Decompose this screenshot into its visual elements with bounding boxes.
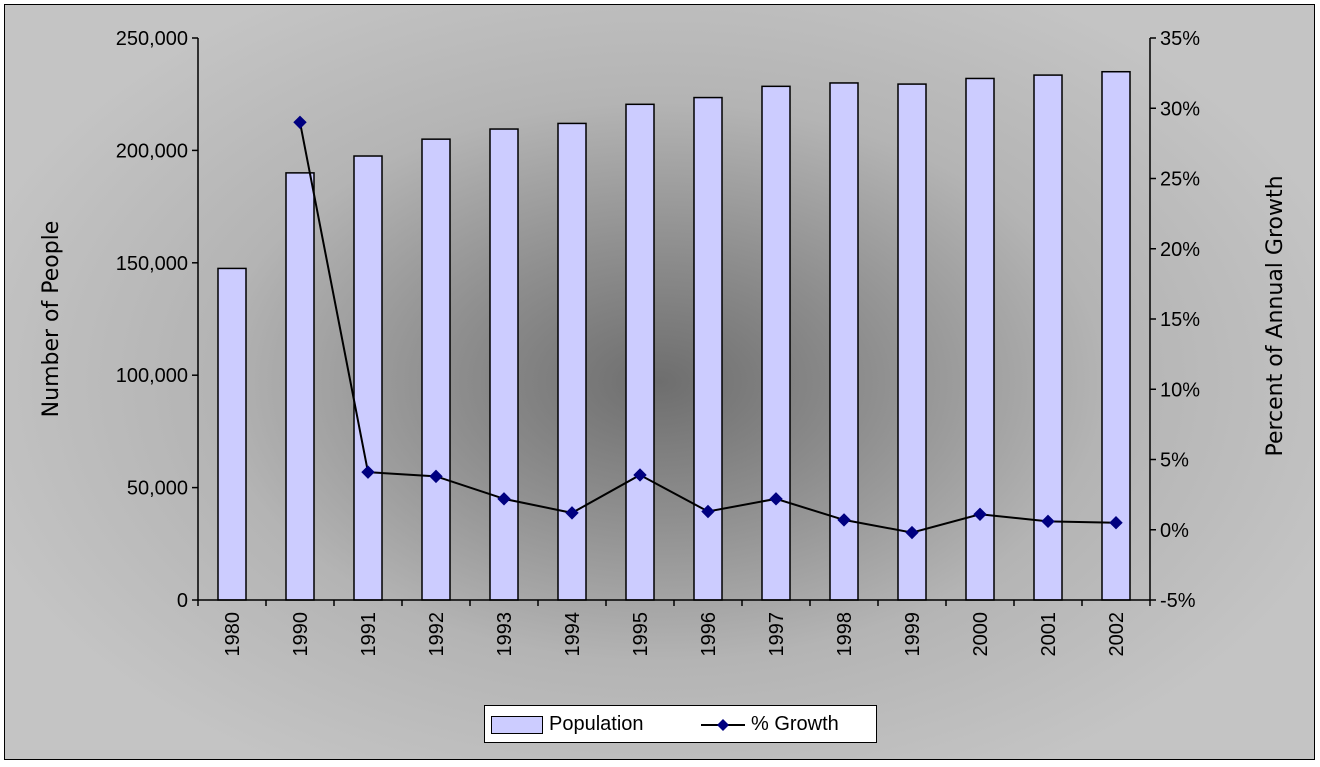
- growth-marker-1994: [565, 506, 579, 520]
- growth-marker-1999: [905, 525, 919, 540]
- right-tick-label: 35%: [1160, 28, 1200, 50]
- growth-marker-1990: [293, 115, 307, 130]
- x-tick-label-1999: 1999: [902, 612, 924, 657]
- growth-marker-1995: [633, 468, 647, 482]
- bar-1996: [693, 96, 723, 601]
- bar-1980: [217, 267, 247, 601]
- left-tick-label: 200,000: [116, 140, 188, 162]
- growth-marker-2002: [1109, 516, 1123, 530]
- legend-label-population: Population: [549, 713, 644, 735]
- ticks-layer: 0 50,000 100,000 150,000 200,000 250,000 -5% 0%…: [116, 28, 1201, 657]
- x-tick-label-2001: 2001: [1038, 612, 1060, 657]
- growth-marker-2000: [973, 507, 987, 522]
- right-tick-label: 0%: [1160, 520, 1189, 542]
- growth-marker-1996: [701, 504, 715, 519]
- legend-entry-population: Population: [491, 713, 644, 736]
- axes-layer: [197, 38, 1151, 601]
- x-tick-label-2000: 2000: [970, 612, 992, 657]
- x-tick-label-1990: 1990: [290, 612, 312, 657]
- right-tick-label: 10%: [1160, 379, 1200, 401]
- bar-1997: [761, 85, 791, 601]
- left-tick-label: 0: [177, 590, 188, 612]
- left-tick-label: 50,000: [127, 478, 188, 500]
- growth-marker-1991: [361, 465, 375, 479]
- x-tick-label-1991: 1991: [358, 612, 380, 657]
- growth-marker-2001: [1041, 514, 1055, 529]
- bar-1994: [557, 122, 587, 601]
- x-tick-label-1998: 1998: [834, 612, 856, 657]
- legend-swatch-line: [701, 718, 745, 731]
- x-tick-label-1996: 1996: [698, 612, 720, 657]
- x-tick-label-1992: 1992: [426, 612, 448, 657]
- bar-2002: [1101, 70, 1131, 601]
- line-layer: [293, 115, 1123, 540]
- legend-label-growth: % Growth: [751, 713, 839, 735]
- right-tick-label: 5%: [1160, 450, 1189, 472]
- right-axis-title: Percent of Annual Growth: [1263, 175, 1288, 456]
- legend-swatch-bar: [491, 715, 543, 734]
- left-axis-title: Number of People: [39, 221, 64, 418]
- growth-marker-1997: [769, 492, 783, 506]
- x-tick-label-1997: 1997: [766, 612, 788, 657]
- x-tick-label-1980: 1980: [222, 612, 244, 657]
- growth-marker-1998: [837, 513, 851, 527]
- x-tick-label-1994: 1994: [562, 612, 584, 657]
- legend: Population % Growth: [484, 705, 877, 743]
- bar-1999: [897, 83, 927, 601]
- left-tick-label: 250,000: [116, 28, 188, 50]
- legend-entry-growth: % Growth: [701, 713, 839, 736]
- bars-layer: [217, 70, 1131, 601]
- right-tick-label: -5%: [1160, 590, 1196, 612]
- right-tick-label: 30%: [1160, 98, 1200, 120]
- growth-marker-1993: [497, 492, 511, 506]
- left-tick-label: 150,000: [116, 253, 188, 275]
- bar-1990: [285, 172, 315, 601]
- bar-1995: [625, 103, 655, 601]
- left-tick-label: 100,000: [116, 365, 188, 387]
- x-tick-label-1995: 1995: [630, 612, 652, 657]
- bar-1992: [421, 138, 451, 601]
- bar-1993: [489, 128, 519, 601]
- bar-1991: [353, 155, 383, 601]
- right-tick-label: 20%: [1160, 239, 1200, 261]
- bar-2000: [965, 77, 995, 601]
- right-tick-label: 25%: [1160, 169, 1200, 191]
- x-tick-label-2002: 2002: [1106, 612, 1128, 657]
- x-tick-label-1993: 1993: [494, 612, 516, 657]
- right-tick-label: 15%: [1160, 309, 1200, 331]
- growth-marker-1992: [429, 469, 443, 484]
